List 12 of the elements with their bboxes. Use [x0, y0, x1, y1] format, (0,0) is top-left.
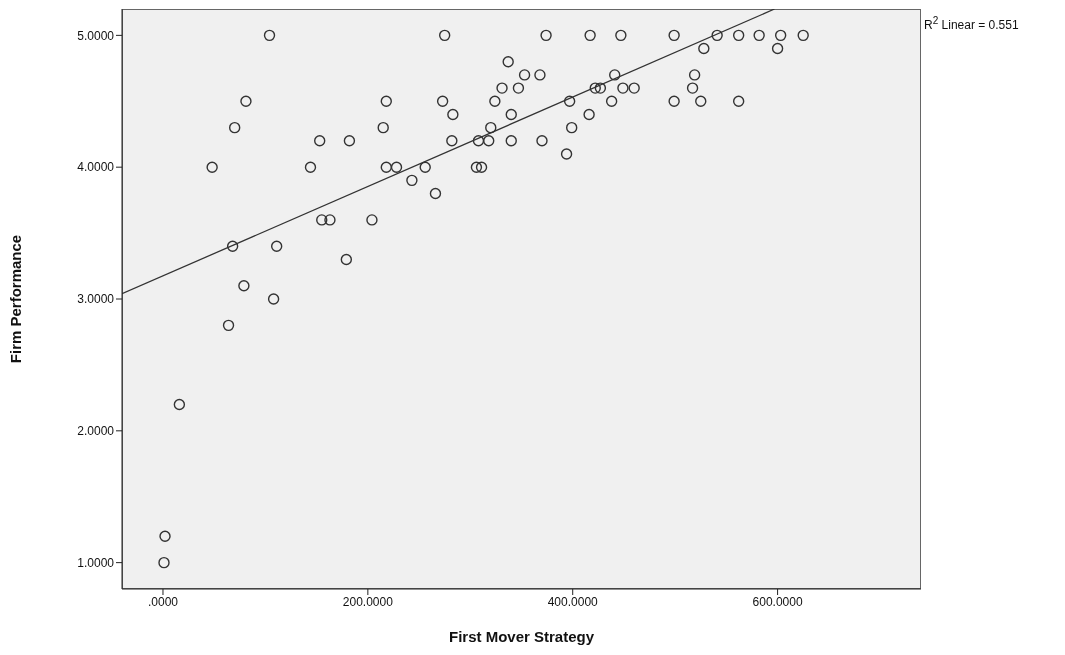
y-tick-label: 2.0000 [77, 424, 115, 439]
y-axis-title: Firm Performance [7, 234, 25, 364]
y-tick-label: 1.0000 [77, 555, 115, 570]
y-tick-label: 5.0000 [77, 28, 115, 43]
x-tick-label: 600.0000 [752, 594, 803, 609]
x-axis-title: First Mover Strategy [448, 628, 595, 645]
text: R$^{2}$ Linear = 0.551 [924, 15, 1019, 32]
x-tick-label: .0000 [147, 594, 179, 609]
y-tick-label: 4.0000 [77, 160, 115, 175]
y-tick-label: 3.0000 [77, 292, 115, 307]
x-tick-label: 400.0000 [547, 594, 599, 609]
x-tick-label: 200.0000 [342, 594, 394, 609]
